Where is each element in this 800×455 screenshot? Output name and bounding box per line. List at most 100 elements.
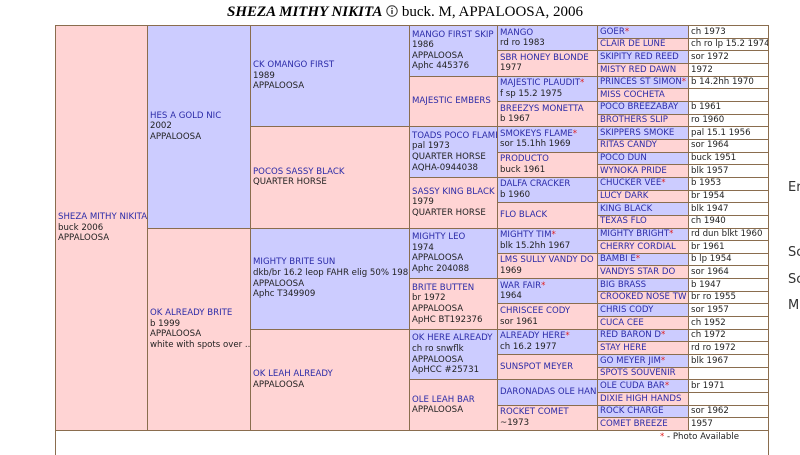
horse-name[interactable]: TEXAS FLO [600, 216, 647, 227]
photo-star: * [661, 178, 666, 189]
pedigree-cell: SBR HONEY BLONDE 1977 [497, 50, 598, 77]
horse-name[interactable]: BAMBI E [600, 254, 636, 265]
horse-name[interactable]: ALREADY HERE [500, 331, 566, 342]
horse-name[interactable]: OLE CUDA BAR [600, 380, 665, 391]
horse-name[interactable]: CLAIR DE LUNE [600, 39, 666, 50]
horse-name[interactable]: MIGHTY LEO [412, 232, 466, 243]
horse-name[interactable]: LUCY DARK [600, 191, 649, 202]
horse-name[interactable]: COMET BREEZE [600, 418, 668, 429]
horse-name[interactable]: CHRIS CODY [600, 304, 654, 315]
pedigree-cell: DALFA CRACKER b 1960 [497, 176, 598, 204]
horse-name[interactable]: CHERRY CORDIAL [600, 241, 676, 252]
horse-name[interactable]: BREEZYS MONETTA [500, 103, 584, 114]
horse-name[interactable]: PRINCES ST SIMON [600, 77, 682, 88]
detail-line: white with spots over ... [150, 339, 251, 350]
horse-name[interactable]: MISTY RED DAWN [600, 64, 677, 75]
horse-name[interactable]: STAY HERE [600, 342, 647, 353]
horse-name[interactable]: CK OMANGO FIRST [253, 60, 335, 71]
horse-name[interactable]: SASSY KING BLACK [412, 186, 495, 197]
detail-line: sor 1964 [691, 267, 729, 277]
pedigree-cell [688, 392, 769, 406]
horse-name[interactable]: OK ALREADY BRITE [150, 308, 233, 319]
footer: * - Photo Available [660, 432, 739, 442]
name-line: LMS SULLY VANDY DO [500, 255, 595, 266]
horse-name[interactable]: KING BLACK [600, 203, 653, 214]
horse-name[interactable]: SPOTS SOUVENIR [600, 368, 676, 379]
horse-name[interactable]: PRODUCTO [500, 154, 549, 165]
horse-name[interactable]: GO MEYER JIM [600, 355, 661, 366]
horse-name[interactable]: MAJESTIC EMBERS [412, 96, 491, 107]
detail-line: APPALOOSA [412, 50, 464, 61]
horse-name[interactable]: SUNSPOT MEYER [500, 361, 574, 372]
pedigree-cell: BAMBI E* [597, 252, 689, 267]
photo-star: * [572, 128, 578, 139]
name-line: ALREADY HERE* [500, 331, 595, 342]
name-line: ROCKET COMET [500, 407, 595, 418]
pedigree-cell: b 14.2hh 1970 [688, 75, 769, 90]
detail-line: b 1999 [150, 318, 181, 329]
pedigree-cell: BRITE BUTTEN br 1972 APPALOOSA ApHC BT19237… [409, 278, 498, 330]
horse-name[interactable]: ROCKET COMET [500, 407, 569, 418]
horse-name[interactable]: CUCA CEE [600, 317, 644, 328]
horse-name[interactable]: SHEZA MITHY NIKITA [58, 212, 148, 223]
horse-name[interactable]: SKIPITY RED REED [600, 51, 679, 62]
horse-name[interactable]: POCOS SASSY BLACK [253, 166, 345, 177]
horse-name[interactable]: BROTHERS SLIP [600, 115, 668, 126]
horse-name[interactable]: CHRISCEE CODY [500, 306, 571, 316]
horse-name[interactable]: SMOKEYS FLAME [500, 128, 573, 139]
horse-name[interactable]: HES A GOLD NIC [150, 110, 222, 121]
horse-name[interactable]: FLO BLACK [500, 210, 548, 221]
horse-name[interactable]: VANDYS STAR DO [600, 267, 676, 277]
pedigree-cell: br 1961 [688, 240, 769, 254]
horse-name[interactable]: MISS COCHETA [600, 89, 665, 100]
detail-line: b 1953 [691, 178, 722, 189]
horse-name[interactable]: WYNOKA PRIDE [600, 165, 667, 176]
horse-name[interactable]: BIG BRASS [600, 279, 647, 290]
horse-name[interactable]: SHEZA MITHY NIKITA [227, 4, 383, 20]
horse-name[interactable]: OK HERE ALREADY [412, 333, 493, 344]
pedigree-cell: sor 1964 [688, 138, 769, 153]
pedigree-cell: rd ro 1972 [688, 341, 769, 356]
name-line: FLO BLACK [500, 210, 595, 221]
horse-name[interactable]: SBR HONEY BLONDE [500, 52, 589, 63]
horse-name[interactable]: WAR FAIR [500, 280, 542, 291]
horse-name[interactable]: MIGHTY BRIGHT [600, 229, 670, 240]
name-line: OK LEAH ALREADY [253, 369, 407, 380]
horse-name[interactable]: OLE LEAH BAR [412, 394, 475, 405]
horse-name[interactable]: TOADS POCO FLAME [412, 130, 498, 141]
horse-name[interactable]: POCO BREEZABAY [600, 102, 679, 113]
horse-name[interactable]: LMS SULLY VANDY DO [500, 255, 594, 266]
horse-name[interactable]: RITAS CANDY [600, 140, 657, 151]
horse-name[interactable]: SKIPPERS SMOKE [600, 127, 675, 138]
pedigree-cell: MIGHTY BRITE SUN dkb/br 16.2 leop FAHR el… [250, 227, 410, 330]
horse-name[interactable]: DALFA CRACKER [500, 179, 571, 190]
horse-name[interactable]: CHUCKER VEE [600, 178, 662, 189]
horse-name[interactable]: CROOKED NOSE TW [600, 292, 687, 303]
horse-name[interactable]: MANGO FIRST SKIP [412, 29, 494, 40]
side-text: Er [788, 180, 800, 195]
detail-line: br ro 1955 [691, 292, 736, 303]
title-detail: buck. M, APPALOOSA, 2006 [401, 4, 583, 20]
horse-name[interactable]: DIXIE HIGH HANDS [600, 393, 682, 404]
horse-name[interactable]: ROCK CHARGE [600, 406, 664, 417]
horse-name[interactable]: OK LEAH ALREADY [253, 369, 333, 380]
horse-name[interactable]: MIGHTY BRITE SUN [253, 257, 336, 268]
name-line: DIXIE HIGH HANDS [600, 394, 686, 405]
name-line: GOER* [600, 27, 686, 38]
horse-name[interactable]: BRITE BUTTEN [412, 282, 475, 293]
horse-name[interactable]: MANGO [500, 27, 534, 38]
pedigree-cell: POCO BREEZABAY [597, 100, 689, 115]
horse-name[interactable]: MIGHTY TIM [500, 230, 552, 241]
horse-name[interactable]: MAJESTIC PLAUDIT [500, 78, 580, 89]
horse-name[interactable]: POCO DUN [600, 153, 647, 164]
name-line: COMET BREEZE [600, 419, 686, 430]
horse-name[interactable]: RED BARON D [600, 330, 662, 341]
horse-name[interactable]: DARONADAS OLE HAND [500, 387, 598, 398]
name-line: CHUCKER VEE* [600, 178, 686, 189]
pedigree-cell: SPOTS SOUVENIR [597, 366, 689, 381]
horse-name[interactable]: GOER [600, 26, 625, 37]
name-line: CHRIS CODY [600, 305, 686, 316]
photo-star: * [669, 229, 674, 240]
info-icon[interactable] [386, 5, 398, 17]
detail-line: ch 16.2 1977 [500, 341, 557, 352]
